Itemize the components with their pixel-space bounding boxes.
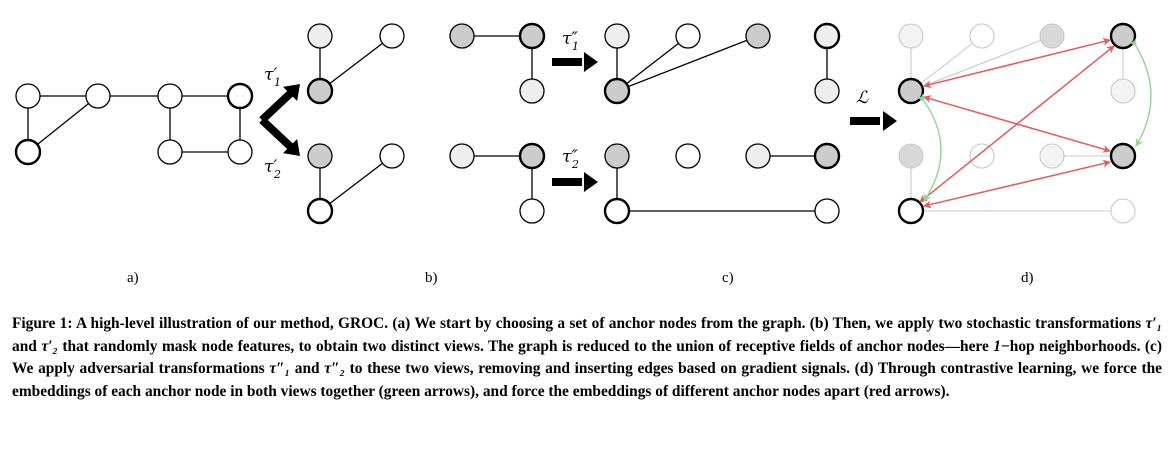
graph-node	[897, 77, 925, 105]
transform-arrow-head	[283, 139, 300, 156]
graph-node	[1039, 23, 1065, 49]
caption-text: A high-level illustration of our method,…	[72, 315, 1146, 332]
contrastive-arrow-green	[916, 92, 942, 202]
graph-edge	[319, 35, 393, 92]
graph-node	[745, 23, 771, 49]
graph-node	[379, 143, 405, 169]
graph-node	[745, 143, 771, 169]
caption-math: 1	[993, 337, 1001, 355]
graph-node	[449, 23, 475, 49]
graph-node	[449, 143, 475, 169]
graph-node	[14, 138, 42, 166]
graph-edge	[910, 35, 1053, 92]
tau2-prime-label-subscript: 2	[273, 168, 281, 181]
loss-label: ℒ	[856, 88, 869, 108]
sub-label-a: a)	[127, 270, 139, 286]
graph-node	[814, 198, 840, 224]
graph-node	[603, 197, 631, 225]
sub-label-c: c)	[722, 270, 734, 286]
graph-node	[157, 139, 183, 165]
figure: τ′ 1 τ′ 2 τ″ 1 τ″ 2 ℒ a) b) c) d)	[14, 22, 1152, 286]
caption-text: to these two views, removing and inserti…	[12, 360, 1162, 400]
graph-node	[519, 78, 545, 104]
graph-node	[898, 143, 924, 169]
caption-math: τ′₁	[1145, 315, 1162, 332]
graph-node	[814, 78, 840, 104]
transform-arrow-head	[584, 172, 598, 192]
graph-node	[85, 83, 111, 109]
graph-node	[519, 198, 545, 224]
graph-node	[969, 23, 995, 49]
graph-edge	[910, 35, 983, 92]
graph-node	[379, 23, 405, 49]
graph-node	[603, 77, 631, 105]
graph-node	[1110, 198, 1136, 224]
tau1-dprime-label-subscript: 1	[572, 40, 579, 53]
graph-node	[226, 82, 254, 110]
transform-arrow-head	[883, 111, 897, 131]
caption-math: τ″₂	[324, 360, 345, 377]
graph-edge	[319, 155, 393, 212]
graph-node	[813, 22, 841, 50]
graph-edge	[616, 35, 759, 92]
transform-arrow-head	[283, 84, 300, 101]
graph-node	[1109, 142, 1137, 170]
graph-node	[675, 23, 701, 49]
caption-text: that randomly mask node features, to obt…	[57, 337, 994, 355]
graph-node	[307, 23, 333, 49]
tau1-prime-label: τ′	[264, 65, 277, 85]
figure-diagram: τ′1τ′2τ″1τ″2ℒ	[14, 22, 1152, 225]
graph-node	[813, 142, 841, 170]
caption-math: τ″₁	[269, 360, 291, 377]
transform-arrow-tip	[283, 139, 300, 156]
graph-node	[518, 22, 546, 50]
caption-math: τ′₂	[41, 337, 58, 355]
graph-node	[227, 139, 253, 165]
tau1-prime-label-subscript: 1	[274, 76, 281, 89]
sub-label-b: b)	[425, 270, 438, 286]
figure-caption: Figure 1: A high-level illustration of o…	[12, 313, 1162, 403]
contrastive-arrow	[923, 39, 1111, 89]
transform-arrow-head	[584, 52, 598, 72]
graph-node	[1110, 78, 1136, 104]
graph-node	[1109, 22, 1137, 50]
tau2-prime-label: τ′	[264, 157, 277, 177]
graph-node	[1039, 143, 1065, 169]
graph-node	[307, 143, 333, 169]
graph-edge	[616, 35, 689, 92]
graph-node	[306, 197, 334, 225]
transform-arrow-tip	[584, 52, 598, 72]
graph-node	[604, 23, 630, 49]
graph-node	[604, 143, 630, 169]
caption-label: Figure 1:	[12, 315, 73, 332]
tau1-dprime-label: τ″	[562, 29, 578, 49]
transform-arrow-tip	[584, 172, 598, 192]
caption-text: and	[12, 337, 42, 355]
caption-body: A high-level illustration of our method,…	[12, 315, 1162, 400]
tau2-dprime-label-subscript: 2	[571, 158, 579, 171]
contrastive-arrow	[919, 45, 1115, 203]
contrastive-arrow	[923, 161, 1111, 209]
graph-node	[969, 143, 995, 169]
transform-arrow-tip	[283, 84, 300, 101]
sub-label-d: d)	[1021, 270, 1034, 286]
transform-arrow	[259, 87, 297, 123]
tau2-dprime-label: τ″	[562, 147, 578, 167]
graph-node	[157, 83, 183, 109]
graph-node	[306, 77, 334, 105]
graph-node	[675, 143, 701, 169]
contrastive-arrow-green	[1128, 37, 1152, 147]
caption-text: −hop neighborhoods. (c) We apply adversa…	[12, 337, 1162, 378]
graph-edge	[27, 95, 99, 153]
caption-text: and	[290, 360, 325, 377]
graph-node	[15, 83, 41, 109]
transform-arrow	[259, 117, 297, 153]
transform-arrow-tip	[883, 111, 897, 131]
graph-node	[518, 142, 546, 170]
graph-node	[897, 197, 925, 225]
graph-node	[898, 23, 924, 49]
